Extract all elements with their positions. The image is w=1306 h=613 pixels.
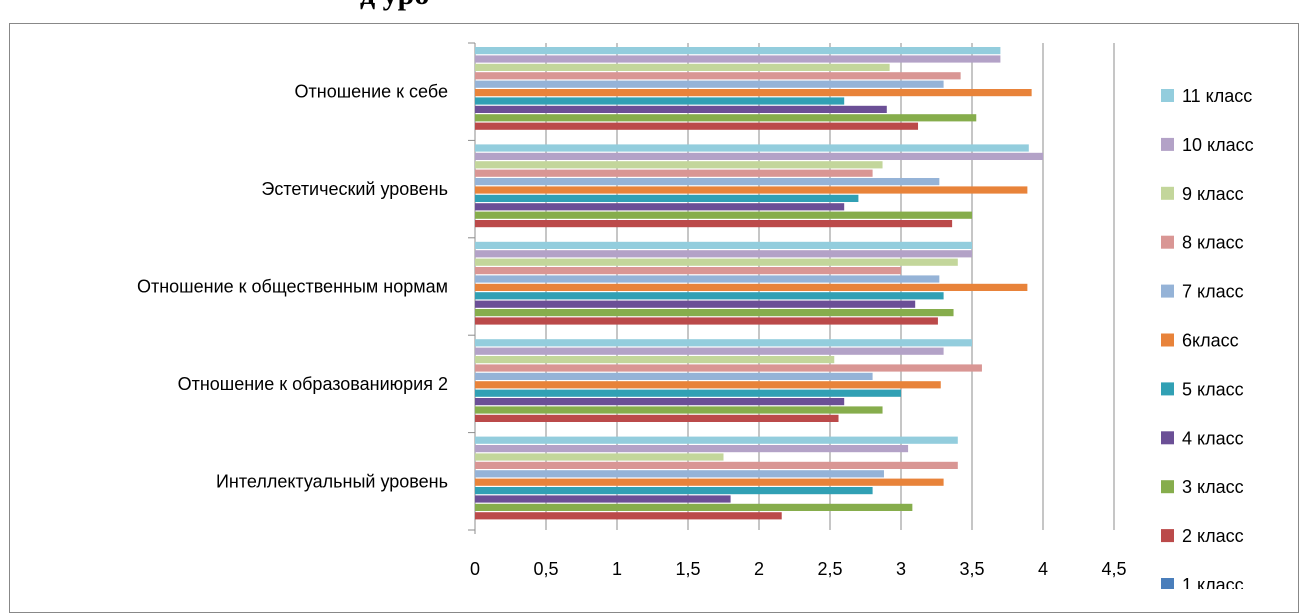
legend-swatch (1161, 235, 1174, 249)
bar (475, 186, 1028, 194)
bar (475, 292, 944, 300)
category-label: Интеллектуальный уровень (216, 471, 448, 491)
bar (475, 478, 944, 486)
category-label: Эстетический уровень (261, 179, 448, 199)
bar (475, 381, 941, 389)
x-tick-label: 1 (612, 559, 622, 579)
page-title: д уро (360, 0, 429, 12)
legend-label: 7 класс (1182, 282, 1244, 302)
bar (475, 356, 835, 364)
bar (475, 55, 1001, 63)
bar (475, 152, 1043, 160)
legend-swatch (1161, 137, 1174, 151)
bar (475, 72, 961, 80)
bar (475, 161, 883, 169)
legend-label: 5 класс (1182, 379, 1244, 399)
legend-label: 2 класс (1182, 526, 1244, 546)
category-label: Отношение к образованиюрия 2 (178, 374, 448, 394)
bar (475, 114, 977, 122)
bar (475, 372, 873, 380)
bar (475, 339, 972, 347)
bar (475, 275, 940, 283)
bar (475, 250, 972, 258)
legend-label: 1 класс (1182, 575, 1244, 589)
x-tick-label: 2,5 (817, 559, 842, 579)
legend-label: 9 класс (1182, 184, 1244, 204)
bar (475, 487, 873, 495)
bar (475, 241, 972, 249)
legend-swatch (1161, 431, 1174, 445)
legend-swatch (1161, 480, 1174, 494)
bar (475, 47, 1001, 55)
legend-label: 8 класс (1182, 233, 1244, 253)
legend-swatch (1161, 382, 1174, 396)
bar (475, 144, 1029, 152)
legend-label: 4 класс (1182, 428, 1244, 448)
bar (475, 461, 958, 469)
x-tick-label: 0 (470, 559, 480, 579)
bar (475, 105, 887, 113)
legend-label: 3 класс (1182, 477, 1244, 497)
bar (475, 389, 901, 397)
bar (475, 283, 1028, 291)
bar (475, 453, 724, 461)
legend-label: 10 класс (1182, 135, 1254, 155)
bar (475, 220, 953, 228)
bar (475, 470, 884, 478)
x-tick-label: 2 (754, 559, 764, 579)
legend-swatch (1161, 529, 1174, 543)
category-label: Отношение к себе (295, 82, 448, 102)
bar (475, 364, 982, 372)
legend-swatch (1161, 284, 1174, 298)
bar (475, 211, 972, 219)
bar (475, 80, 944, 88)
bar (475, 495, 731, 503)
x-tick-label: 3,5 (959, 559, 984, 579)
bar (475, 194, 859, 202)
bar (475, 317, 938, 325)
bar (475, 203, 845, 211)
bar (475, 63, 890, 71)
bar (475, 414, 839, 422)
bar-chart: Отношение к себе Эстетический уровень Отно… (137, 42, 1254, 589)
bar (475, 445, 909, 453)
bar (475, 89, 1032, 97)
bar (475, 406, 883, 414)
bar (475, 436, 958, 444)
legend-swatch (1161, 89, 1174, 102)
bar (475, 398, 845, 406)
legend-label: 11 класс (1182, 86, 1252, 106)
legend-swatch (1161, 186, 1174, 200)
bar (475, 300, 916, 308)
bar (475, 178, 940, 186)
x-tick-label: 4,5 (1101, 559, 1126, 579)
legend-swatch (1161, 333, 1174, 347)
bar (475, 347, 944, 355)
bar (475, 267, 901, 275)
bar (475, 258, 958, 266)
x-tick-label: 3 (896, 559, 906, 579)
x-tick-label: 1,5 (675, 559, 700, 579)
legend-swatch (1161, 578, 1174, 589)
bar (475, 503, 913, 511)
x-tick-label: 0,5 (533, 559, 558, 579)
bar (475, 309, 954, 317)
x-tick-label: 4 (1038, 559, 1048, 579)
legend-label: 6класс (1182, 331, 1239, 351)
bar (475, 122, 919, 130)
bar (475, 97, 845, 105)
bar (475, 169, 873, 177)
category-label: Отношение к общественным нормам (137, 277, 448, 297)
bar (475, 512, 782, 520)
